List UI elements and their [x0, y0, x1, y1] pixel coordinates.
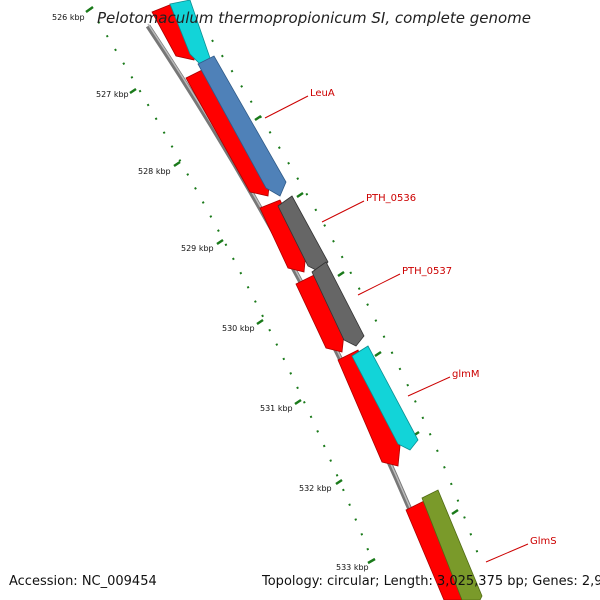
tick-label: 526 kbp: [52, 13, 85, 22]
outer-dotted-axis: [211, 39, 481, 561]
kbp-major-ticks: [85, 5, 376, 565]
tick-mark: [129, 87, 137, 95]
tick-label: 527 kbp: [96, 90, 129, 99]
gene-label-glms: GlmS: [530, 536, 557, 547]
tick-mark: [374, 350, 382, 358]
gene-label-glmm: glmM: [452, 369, 480, 380]
tick-label: 528 kbp: [138, 167, 171, 176]
tick-label: 529 kbp: [181, 244, 214, 253]
gene-label-leua: LeuA: [310, 88, 335, 99]
tick-mark: [85, 5, 94, 14]
tick-label: 533 kbp: [336, 563, 369, 572]
leader-line: [321, 200, 365, 223]
cds-arrow: [295, 273, 345, 353]
cds-arrow: [259, 199, 307, 273]
tick-mark: [256, 318, 264, 326]
gene-arrow-glms: [421, 489, 483, 600]
gene-label-pth-0536: PTH_0536: [366, 193, 416, 204]
tick-label: 531 kbp: [260, 404, 293, 413]
cds-track: [151, 3, 465, 600]
gene-arrow-glmm: [351, 345, 419, 451]
leader-line: [485, 543, 529, 563]
tick-mark: [451, 508, 459, 516]
leader-line: [407, 376, 451, 397]
tick-mark: [173, 160, 181, 168]
tick-label: 530 kbp: [222, 324, 255, 333]
gene-label-pth-0537: PTH_0537: [402, 266, 452, 277]
genome-summary-text: Topology: circular; Length: 3,025,375 bp…: [262, 574, 600, 589]
cds-arrow: [337, 349, 401, 467]
leader-line: [357, 273, 401, 296]
tick-mark: [294, 398, 302, 406]
tick-mark: [367, 557, 376, 565]
gene-arrow-leua: [197, 55, 287, 197]
map-title: Pelotomaculum thermopropionicum SI, comp…: [97, 9, 531, 27]
genome-backbone: [145, 24, 450, 600]
tick-mark: [337, 270, 345, 278]
tick-label: 532 kbp: [299, 484, 332, 493]
genome-backbone-highlight: [147, 23, 448, 599]
gene-arrow-pth-0537: [311, 261, 365, 347]
accession-text: Accession: NC_009454: [9, 574, 157, 589]
tick-mark: [296, 191, 304, 199]
tick-mark: [216, 238, 224, 246]
tick-mark: [254, 114, 262, 122]
gene-label-lines: [264, 95, 529, 563]
leader-line: [264, 95, 309, 119]
tick-mark: [335, 478, 343, 486]
outer-major-ticks: [254, 114, 459, 516]
